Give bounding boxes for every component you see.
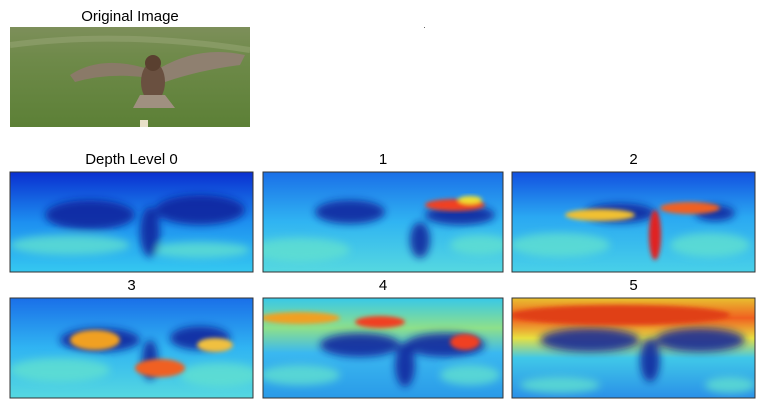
original-image [10, 27, 250, 127]
hot-region [70, 330, 120, 350]
light-region [705, 377, 755, 393]
speck [424, 27, 425, 28]
hot-region [197, 338, 233, 352]
heatmap [250, 172, 510, 272]
hot-region [660, 202, 720, 214]
panel-title: 2 [629, 151, 637, 168]
light-region [440, 365, 500, 385]
heatmap [10, 298, 260, 398]
hot-region [450, 334, 480, 350]
dark-region [45, 200, 135, 230]
dark-region [410, 222, 430, 258]
heatmap [510, 172, 755, 272]
heatmap-body [10, 172, 253, 272]
hot-region [135, 359, 185, 377]
panel-title: 3 [127, 277, 135, 294]
light-region [450, 235, 510, 255]
heatmap [510, 298, 755, 398]
heatmap-body [250, 172, 510, 272]
light-region [180, 363, 260, 387]
panel-title: 5 [629, 277, 637, 294]
original-title: Original Image [81, 8, 179, 25]
light-region [250, 238, 350, 262]
panel-title: 4 [379, 277, 387, 294]
light-region [10, 235, 130, 255]
dark-region [155, 195, 245, 225]
heatmap-body [510, 172, 755, 272]
dark-region [540, 328, 640, 352]
hot-region [565, 209, 635, 221]
dark-region [640, 338, 660, 382]
panel-title: Depth Level 0 [85, 151, 178, 168]
hot-region [458, 196, 482, 204]
heatmap [10, 172, 253, 272]
dark-region [140, 207, 160, 257]
light-region [10, 358, 110, 382]
heatmap-body [10, 298, 260, 398]
dark-region [320, 333, 400, 357]
light-region [260, 365, 340, 385]
figure: Original Image Depth Level 0 1 2 3 4 5 [0, 0, 763, 403]
light-region [520, 377, 600, 393]
panel-title: 1 [379, 151, 387, 168]
hot-region [510, 305, 730, 325]
heatmap [260, 298, 503, 398]
dark-region [315, 200, 385, 224]
dark-region [655, 328, 745, 352]
light-region [670, 233, 750, 257]
hot-features [510, 305, 730, 325]
heatmap-body [510, 298, 755, 398]
heatmap-body [260, 298, 503, 398]
hot-region [649, 210, 661, 260]
light-region [510, 233, 610, 257]
hot-region [355, 316, 405, 328]
light-region [150, 242, 250, 258]
dark-region [395, 343, 415, 387]
hot-region [260, 312, 340, 324]
